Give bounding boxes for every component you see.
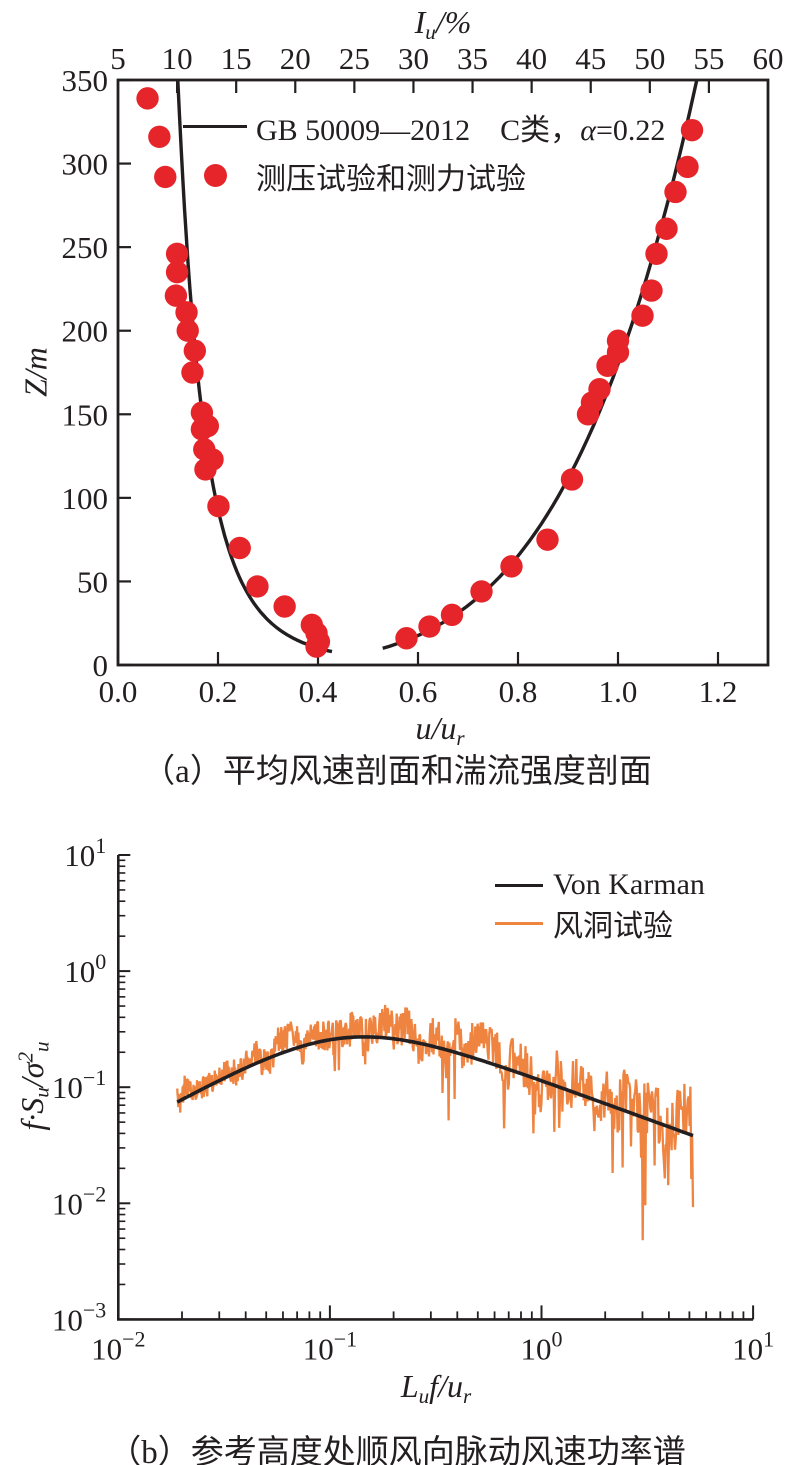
von-karman-line	[176, 1035, 694, 1138]
tick-label: 10−1	[303, 1326, 357, 1366]
tick-label: 100	[64, 949, 106, 989]
legend-label-gb: GB 50009—2012 C类，α=0.22	[256, 113, 666, 147]
legend-label-wind-tunnel: 风洞试验	[553, 910, 673, 943]
tick-label: 10−1	[52, 1065, 106, 1105]
data-point-turbulence	[176, 319, 199, 342]
tick-label: 25	[339, 41, 370, 76]
legend-label-von-karman: Von Karman	[553, 868, 705, 901]
data-point-turbulence	[136, 87, 159, 110]
tick-label: 200	[62, 314, 109, 349]
tick-label: 10−2	[52, 1181, 106, 1221]
tick-label: 0.4	[299, 674, 338, 709]
tick-label: 1.0	[599, 674, 638, 709]
tick-label: 30	[398, 41, 429, 76]
tick-label: 50	[634, 41, 665, 76]
orange-line-marker-icon	[495, 921, 543, 925]
tick-label: 100	[521, 1326, 563, 1366]
data-point-turbulence	[183, 339, 207, 362]
tick-label: 60	[753, 41, 784, 76]
chart-a-x-axis-title: u/ur	[415, 710, 465, 750]
data-point-turbulence	[181, 361, 204, 384]
wind-tunnel-spectrum-line	[176, 1004, 695, 1241]
data-point-turbulence	[246, 575, 269, 598]
data-point-turbulence	[194, 458, 217, 481]
tick-label: 300	[62, 147, 109, 182]
legend-row-test-dots: 测压试验和测力试验	[183, 151, 665, 200]
data-point-speed	[655, 217, 678, 240]
data-point-turbulence	[190, 418, 214, 441]
data-point-speed	[645, 242, 668, 266]
chart-a-plot: 0.0 0.2 0.4 0.6 0.8 1.0 1.2 5 10 15 20 25 30 35 40 45 50…	[62, 41, 784, 709]
chart-b-y-axis-title: f·Su/σ2u	[13, 1041, 54, 1131]
red-dot-marker-icon	[183, 164, 247, 187]
legend-row-wind-tunnel: 风洞试验	[495, 904, 705, 943]
tick-label: 0.6	[399, 674, 438, 709]
black-line-marker-icon	[183, 125, 247, 128]
data-point-speed	[395, 627, 418, 650]
tick-label: 20	[280, 41, 311, 76]
tick-label: 0.0	[99, 674, 138, 709]
data-point-speed	[560, 468, 584, 491]
chart-a-frame	[116, 78, 770, 667]
caption-a: （a）平均风速剖面和湍流强度剖面	[142, 754, 652, 790]
data-point-speed	[606, 329, 630, 352]
chart-b-x-axis-title: Luf/ur	[400, 1368, 472, 1408]
data-point-speed	[418, 615, 441, 638]
data-point-speed	[676, 155, 699, 179]
data-point-turbulence	[305, 635, 328, 658]
data-point-turbulence	[154, 165, 177, 189]
data-point-turbulence	[148, 125, 171, 149]
tick-label: 101	[732, 1326, 774, 1366]
chart-a-legend: GB 50009—2012 C类，α=0.22 测压试验和测力试验	[183, 102, 665, 200]
legend-label-test: 测压试验和测力试验	[256, 162, 526, 196]
tick-label: 10	[162, 41, 193, 76]
data-point-speed	[536, 528, 559, 551]
tick-label: 150	[62, 397, 109, 432]
data-point-speed	[664, 180, 687, 204]
legend-row-von-karman: Von Karman	[495, 866, 705, 904]
legend-row-gb-line: GB 50009—2012 C类，α=0.22	[183, 102, 665, 151]
data-point-speed	[680, 118, 704, 142]
data-point-turbulence	[165, 261, 189, 284]
data-point-turbulence	[175, 301, 198, 324]
chart-b-legend: Von Karman 风洞试验	[495, 866, 705, 943]
chart-a-y-axis-title: Z/m	[17, 347, 54, 397]
tick-label: 50	[77, 564, 108, 599]
black-line-marker-icon	[495, 883, 543, 887]
data-point-speed	[640, 279, 663, 302]
tick-label: 55	[693, 41, 724, 76]
data-point-turbulence	[207, 495, 230, 518]
tick-label: 0.2	[199, 674, 238, 709]
tick-label: 45	[575, 41, 606, 76]
data-point-turbulence	[165, 242, 189, 266]
tick-label: 15	[221, 41, 252, 76]
data-point-turbulence	[164, 284, 188, 307]
data-point-speed	[631, 304, 654, 327]
tick-label: 35	[457, 41, 488, 76]
tick-label: 40	[516, 41, 547, 76]
tick-label: 0	[93, 648, 109, 683]
data-point-speed	[440, 603, 464, 627]
tick-label: 250	[62, 230, 109, 265]
chart-a-top-axis-title: Iu/%	[414, 4, 472, 44]
tick-label: 1.2	[699, 674, 738, 709]
data-point-speed	[588, 378, 611, 401]
data-point-turbulence	[228, 536, 251, 560]
tick-label: 5	[110, 41, 126, 76]
caption-b: （b）参考高度处顺风向脉动风速功率谱	[108, 1435, 686, 1465]
tick-label: 10−2	[91, 1326, 145, 1366]
tick-label: 100	[62, 481, 109, 516]
tick-label: 0.8	[499, 674, 538, 709]
data-point-turbulence	[273, 595, 296, 618]
data-point-speed	[470, 580, 493, 603]
tick-label: 101	[64, 833, 106, 873]
tick-label: 350	[62, 63, 109, 98]
data-point-speed	[500, 555, 523, 578]
